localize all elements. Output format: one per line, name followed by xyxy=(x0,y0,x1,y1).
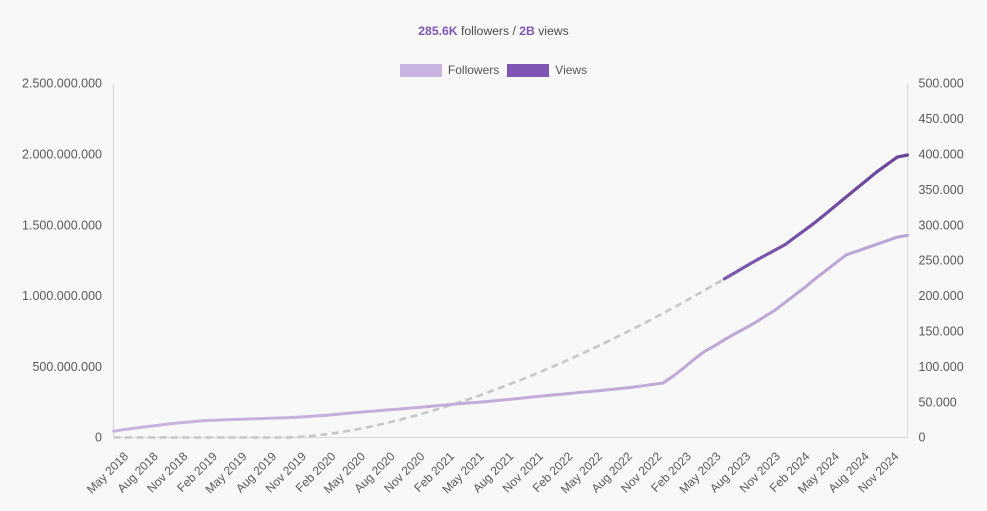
svg-text:2.500.000.000: 2.500.000.000 xyxy=(22,77,102,91)
svg-text:2.000.000.000: 2.000.000.000 xyxy=(22,148,102,162)
svg-text:250.000: 250.000 xyxy=(919,254,964,268)
svg-text:350.000: 350.000 xyxy=(919,183,964,197)
svg-text:50.000: 50.000 xyxy=(919,395,957,409)
svg-text:400.000: 400.000 xyxy=(919,148,964,162)
svg-text:1.500.000.000: 1.500.000.000 xyxy=(22,218,102,232)
svg-text:0: 0 xyxy=(919,431,926,445)
svg-text:500.000.000: 500.000.000 xyxy=(32,360,102,374)
svg-text:300.000: 300.000 xyxy=(919,218,964,232)
svg-text:100.000: 100.000 xyxy=(919,360,964,374)
svg-text:200.000: 200.000 xyxy=(919,289,964,303)
svg-text:0: 0 xyxy=(95,431,102,445)
svg-text:500.000: 500.000 xyxy=(919,77,964,91)
svg-text:450.000: 450.000 xyxy=(919,112,964,126)
svg-text:1.000.000.000: 1.000.000.000 xyxy=(22,289,102,303)
svg-text:150.000: 150.000 xyxy=(919,325,964,339)
